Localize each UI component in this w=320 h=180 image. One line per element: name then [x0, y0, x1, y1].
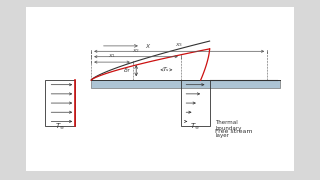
Text: $x_3$: $x_3$: [175, 41, 183, 49]
Text: $T_\infty$: $T_\infty$: [55, 122, 65, 131]
Bar: [181, 80, 210, 126]
Text: $\delta_T$: $\delta_T$: [123, 66, 132, 75]
Text: $x$: $x$: [145, 42, 151, 50]
Text: Free stream: Free stream: [215, 129, 252, 134]
Text: $x_1$: $x_1$: [108, 52, 116, 60]
Bar: [91, 80, 280, 88]
Text: $T_s$: $T_s$: [162, 65, 171, 74]
Text: Thermal
boundary
layer: Thermal boundary layer: [215, 120, 241, 138]
Bar: [26, 7, 294, 171]
Bar: [45, 80, 75, 126]
Text: $T_\infty$: $T_\infty$: [190, 122, 200, 131]
Text: $x_2$: $x_2$: [132, 47, 140, 55]
